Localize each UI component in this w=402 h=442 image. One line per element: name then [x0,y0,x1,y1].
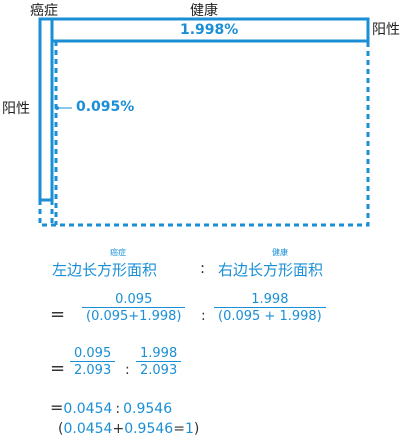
healthy-positive-strip [50,17,370,43]
label-positive-left: 阳性 [2,101,30,117]
paren-close: ) [193,421,200,437]
ruby-healthy: 健康 [272,248,288,257]
sum-cancer: 0.0454 [63,421,113,437]
label-positive-right: 阳性 [372,22,400,38]
eq-sign-3: = [50,398,64,417]
frac-1b-den: (0.095 + 1.998) [214,307,326,324]
eq-sign-2: = [50,358,66,379]
sum-total: 1 [184,421,194,437]
heading-colon: : [200,259,206,277]
result-healthy: 0.9546 [123,401,173,417]
fraction-2b: 1.998 2.093 [136,346,182,378]
pct-cancer-positive: 0.095% [76,99,135,115]
right-area-label: 右边长方形面积 [218,261,324,279]
result-line: =0.0454:0.9546 [50,398,172,417]
sep-1: : [201,308,206,324]
frac-2a-den: 2.093 [70,361,116,378]
sep-2: : [125,362,130,378]
cancer-positive-column [38,17,54,202]
frac-1a-den: (0.095+1.998) [82,307,186,324]
ruby-cancer: 癌症 [110,248,126,257]
fraction-1a: 0.095 (0.095+1.998) [82,292,186,324]
fraction-2a: 0.095 2.093 [70,346,116,378]
sum-check-line: (0.0454+0.9546=1) [58,421,199,437]
frac-2b-num: 1.998 [140,346,178,361]
paren-open: ( [58,421,64,437]
sep-3: : [115,401,121,417]
fraction-1b: 1.998 (0.095 + 1.998) [214,292,326,324]
result-cancer: 0.0454 [63,401,113,417]
outer-dashed-frame [38,17,370,227]
frac-2a-num: 0.095 [74,346,112,361]
left-area-label: 左边长方形面积 [52,261,158,279]
label-cancer: 癌症 [30,3,58,19]
sum-healthy: 0.9546 [124,421,174,437]
frac-2b-den: 2.093 [136,361,182,378]
equals-sign: = [173,421,185,437]
label-healthy: 健康 [190,3,218,19]
frac-1a-num: 0.095 [115,292,153,307]
frac-1b-num: 1.998 [251,292,289,307]
eq-sign-1: = [50,304,66,325]
pct-healthy-positive: 1.998% [180,22,239,38]
plus-sign: + [112,421,125,437]
